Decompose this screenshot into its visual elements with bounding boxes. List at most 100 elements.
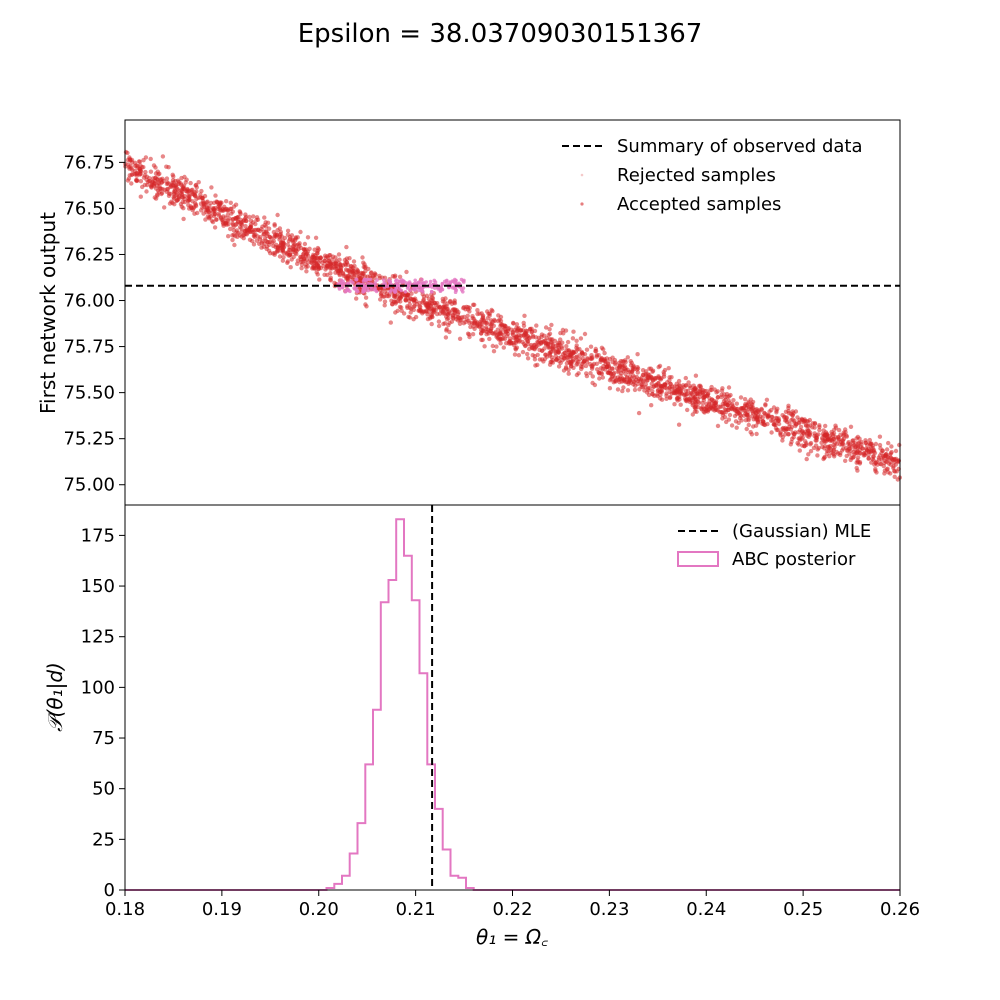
rejected-sample-point — [436, 323, 442, 329]
rejected-sample-point — [550, 345, 555, 350]
accepted-sample-point — [428, 282, 432, 287]
accepted-sample-point — [432, 278, 437, 283]
accepted-sample-point — [403, 290, 408, 294]
rejected-sample-point — [145, 182, 150, 188]
rejected-sample-point — [728, 392, 733, 398]
rejected-sample-point — [159, 178, 164, 183]
rejected-sample-point — [255, 234, 260, 239]
rejected-sample-point — [844, 433, 849, 438]
rejected-sample-point — [315, 248, 320, 254]
rejected-sample-point — [726, 385, 732, 390]
rejected-sample-point — [388, 320, 393, 325]
rejected-sample-point — [344, 244, 349, 250]
rejected-sample-point — [566, 371, 571, 376]
rejected-sample-point — [228, 200, 233, 205]
rejected-sample-point — [841, 446, 846, 451]
rejected-sample-point — [564, 361, 570, 366]
accepted-sample-point — [382, 278, 386, 282]
rejected-sample-point — [193, 183, 198, 188]
rejected-sample-point — [538, 341, 544, 346]
rejected-sample-point — [277, 233, 283, 238]
rejected-sample-point — [874, 470, 879, 475]
rejected-sample-point — [149, 182, 155, 188]
rejected-sample-point — [486, 311, 491, 316]
rejected-sample-point — [886, 455, 891, 461]
rejected-sample-point — [351, 268, 356, 274]
rejected-sample-point — [542, 346, 547, 351]
rejected-sample-point — [162, 205, 167, 210]
rejected-sample-point — [530, 346, 535, 351]
rejected-sample-point — [897, 442, 902, 448]
rejected-sample-point — [275, 228, 280, 233]
rejected-sample-point — [871, 454, 876, 459]
rejected-sample-point — [399, 308, 404, 313]
rejected-sample-point — [513, 340, 519, 345]
rejected-sample-point — [529, 326, 534, 331]
rejected-sample-point — [724, 419, 729, 425]
rejected-sample-point — [138, 194, 143, 199]
rejected-sample-point — [530, 334, 536, 340]
rejected-sample-point — [625, 355, 630, 360]
rejected-sample-point — [795, 440, 800, 446]
rejected-sample-point — [656, 381, 661, 386]
rejected-sample-point — [231, 228, 236, 233]
rejected-sample-point — [547, 351, 552, 356]
rejected-sample-point — [207, 204, 212, 209]
rejected-sample-point — [469, 320, 475, 326]
rejected-sample-point — [669, 375, 674, 380]
accepted-sample-point — [388, 280, 393, 284]
rejected-sample-point — [265, 239, 270, 245]
rejected-sample-point — [536, 335, 542, 340]
rejected-sample-point — [702, 394, 707, 400]
rejected-sample-point — [222, 207, 227, 212]
rejected-sample-point — [247, 237, 253, 242]
rejected-sample-point — [554, 357, 559, 362]
rejected-sample-point — [590, 374, 595, 379]
rejected-sample-point — [508, 336, 513, 341]
rejected-sample-point — [475, 308, 480, 313]
rejected-sample-point — [214, 199, 219, 204]
rejected-sample-point — [763, 402, 768, 407]
histogram-y-tick-label: 100 — [81, 677, 115, 698]
rejected-sample-point — [324, 260, 330, 265]
rejected-sample-point — [404, 293, 410, 298]
histogram-y-tick-label: 25 — [92, 829, 115, 850]
rejected-sample-point — [803, 439, 808, 444]
rejected-sample-point — [411, 317, 416, 322]
rejected-sample-point — [180, 195, 185, 200]
rejected-sample-point — [315, 272, 320, 277]
rejected-sample-point — [789, 424, 795, 430]
rejected-sample-point — [431, 308, 437, 313]
rejected-sample-point — [512, 352, 518, 357]
rejected-sample-point — [692, 405, 697, 410]
rejected-sample-point — [631, 363, 636, 368]
rejected-sample-point — [441, 306, 446, 312]
rejected-sample-point — [788, 442, 793, 447]
rejected-sample-point — [785, 419, 790, 425]
accepted-sample-point — [394, 281, 399, 286]
rejected-sample-point — [455, 315, 461, 320]
rejected-sample-point — [262, 215, 267, 220]
legend-accepted-swatch — [580, 202, 584, 206]
rejected-sample-point — [239, 229, 244, 234]
rejected-sample-point — [623, 359, 628, 365]
rejected-sample-point — [610, 373, 615, 379]
rejected-sample-point — [291, 254, 296, 260]
rejected-sample-point — [727, 412, 733, 418]
rejected-sample-point — [854, 465, 859, 471]
rejected-sample-point — [706, 403, 711, 408]
rejected-sample-point — [568, 361, 573, 366]
rejected-sample-point — [212, 225, 218, 230]
rejected-sample-point — [171, 180, 176, 185]
rejected-sample-point — [714, 390, 719, 395]
rejected-sample-point — [622, 377, 627, 382]
rejected-sample-point — [827, 433, 832, 438]
rejected-sample-point — [491, 323, 496, 328]
rejected-sample-point — [626, 381, 631, 386]
rejected-sample-point — [493, 330, 498, 335]
rejected-sample-point — [556, 349, 561, 354]
rejected-sample-point — [797, 417, 802, 422]
rejected-sample-point — [764, 412, 769, 417]
rejected-sample-point — [253, 227, 259, 233]
rejected-sample-point — [873, 460, 878, 465]
